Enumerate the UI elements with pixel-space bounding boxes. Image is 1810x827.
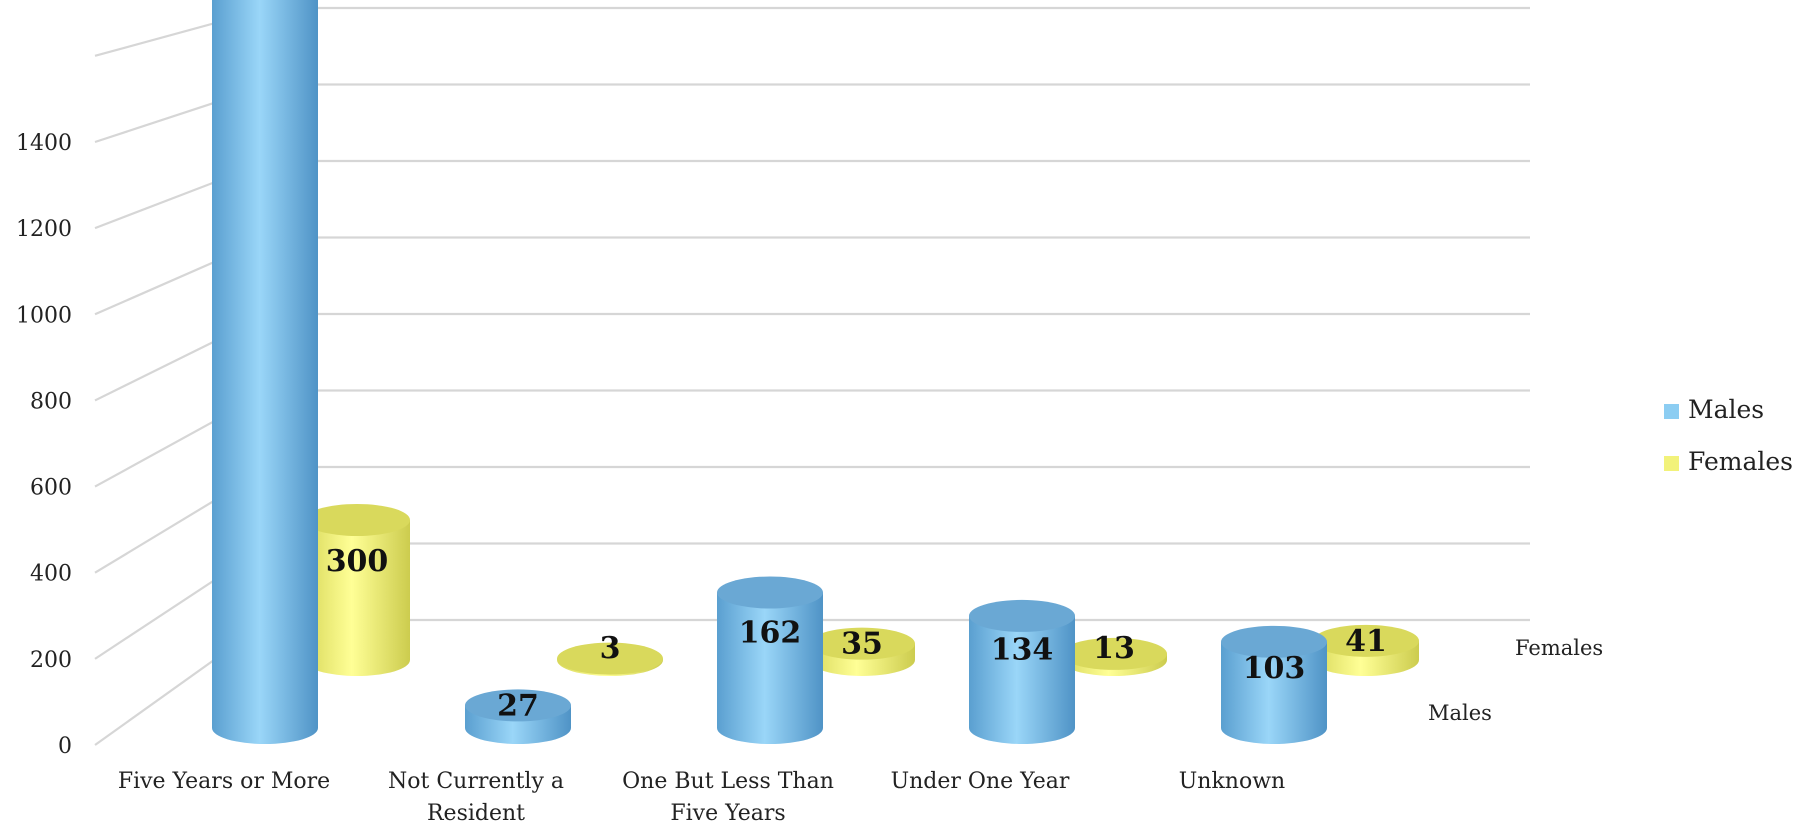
y-tick-label: 1400 [16,131,72,156]
bar-males-top [465,689,571,722]
category-label: Unknown [1179,769,1285,794]
y-tick-label: 800 [30,389,72,414]
y-tick-label: 1000 [16,303,72,328]
bar-males-body [717,592,823,744]
depth-label-females: Females [1515,636,1603,660]
bar-males: 134 [969,599,1075,744]
data-label: 162 [739,615,802,650]
legend-swatch [1664,456,1679,471]
legend-label: Males [1688,395,1764,424]
bar-females-top [1313,624,1419,657]
bar-females-top [1061,637,1167,670]
data-label: 103 [1243,651,1306,686]
bars: 300 3 35 13 41 1253 27 162 134 103 [212,0,1419,744]
category-label: Five Years or More [118,769,330,794]
data-label: 3 [600,631,621,666]
data-label: 41 [1345,624,1387,659]
bar-males-body [212,0,318,744]
depth-axis: Females Males [1428,636,1603,725]
data-label: 13 [1093,631,1135,666]
y-tick-label: 600 [30,476,72,501]
data-label: 35 [841,627,883,662]
bar-males: 1253 [212,0,318,744]
bar-females-top [809,627,915,660]
bar-males: 27 [465,688,571,744]
bar-females: 35 [809,627,915,676]
bar-males-body [1221,641,1327,744]
category-axis: Five Years or More Not Currently a Residen… [118,769,1285,826]
bar-females: 41 [1313,624,1419,676]
category-label: Not Currently a Resident [388,769,564,826]
bar-females: 13 [1061,631,1167,676]
data-label: 134 [991,632,1054,667]
y-tick-label: 1200 [16,217,72,242]
legend-label: Females [1688,447,1793,476]
bar-females-top [304,504,410,536]
bar-males: 162 [717,576,823,744]
y-tick-label: 200 [30,648,72,673]
bar-males-top [969,599,1075,632]
bar-females: 3 [557,631,663,676]
bar-males-top [1221,625,1327,658]
legend-swatch [1664,404,1679,419]
data-label: 300 [326,544,389,579]
depth-label-males: Males [1428,701,1492,725]
category-label: Under One Year [891,769,1070,794]
legend: Males Females [1664,395,1793,476]
bar-females-top [557,642,663,675]
y-tick-label: 0 [58,734,72,759]
bar-males-top [717,576,823,609]
gridlines [94,6,1530,746]
y-tick-label: 400 [30,562,72,587]
bar-males: 103 [1221,625,1327,744]
y-axis: 0 200 400 600 800 1000 1200 1400 [16,131,72,759]
category-label: One But Less Than Five Years [622,769,834,826]
bar-females-body [304,520,410,676]
bar-females: 300 [304,504,410,676]
data-label: 27 [497,688,539,723]
bar-males-body [969,615,1075,744]
